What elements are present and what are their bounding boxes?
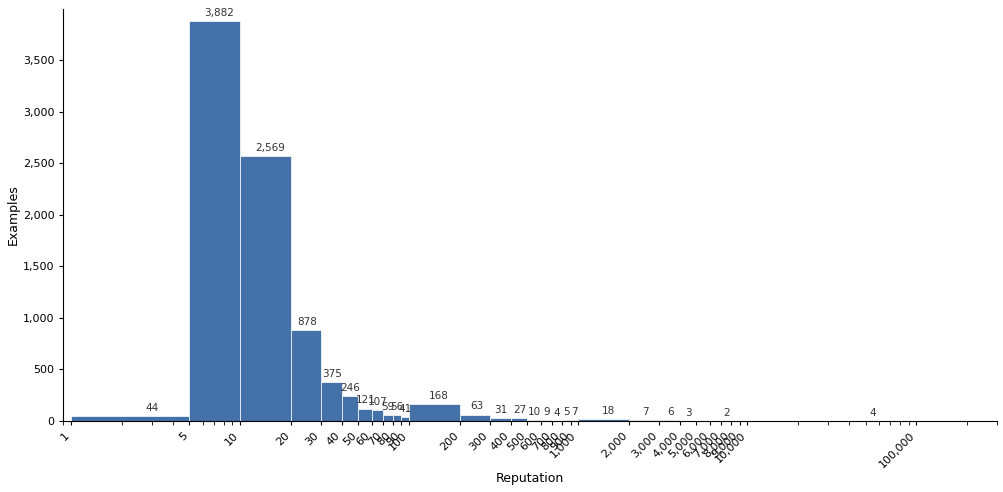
Text: 5: 5 <box>563 407 569 417</box>
Bar <box>541 420 552 421</box>
Bar <box>383 415 392 421</box>
Text: 7: 7 <box>571 407 578 417</box>
Text: 3,882: 3,882 <box>204 8 234 18</box>
Text: 7: 7 <box>642 407 648 417</box>
Text: 63: 63 <box>469 401 482 411</box>
Bar <box>401 417 409 421</box>
Bar <box>240 156 291 421</box>
Text: 18: 18 <box>601 406 614 416</box>
Text: 2: 2 <box>722 408 729 418</box>
Bar <box>658 420 679 421</box>
Bar <box>71 416 190 421</box>
Bar <box>392 415 401 421</box>
Text: 246: 246 <box>340 383 360 393</box>
Text: 27: 27 <box>513 405 526 415</box>
Text: 107: 107 <box>367 397 387 407</box>
Text: 9: 9 <box>543 407 550 417</box>
Text: 41: 41 <box>398 403 411 414</box>
Bar <box>342 396 358 421</box>
Text: 878: 878 <box>297 317 317 327</box>
Y-axis label: Examples: Examples <box>7 184 20 245</box>
Bar <box>371 410 383 421</box>
Text: 3: 3 <box>685 407 691 418</box>
Bar <box>570 420 578 421</box>
Text: 44: 44 <box>145 403 158 413</box>
Bar <box>489 418 511 421</box>
Text: 168: 168 <box>428 391 448 400</box>
Bar <box>578 419 629 421</box>
Bar <box>629 420 658 421</box>
Bar <box>409 403 459 421</box>
Text: 121: 121 <box>355 396 375 405</box>
Bar <box>190 21 240 421</box>
Text: 10: 10 <box>528 407 541 417</box>
Text: 31: 31 <box>494 405 508 415</box>
Bar <box>459 415 489 421</box>
Bar <box>511 418 527 421</box>
Bar <box>291 331 321 421</box>
Bar <box>321 382 342 421</box>
Bar <box>358 408 371 421</box>
Text: 56: 56 <box>390 402 403 412</box>
Text: 2,569: 2,569 <box>255 143 285 153</box>
Text: 6: 6 <box>666 407 673 417</box>
X-axis label: Reputation: Reputation <box>495 472 564 485</box>
Text: 375: 375 <box>322 369 342 379</box>
Bar <box>527 420 541 421</box>
Text: 4: 4 <box>554 407 560 418</box>
Text: 4: 4 <box>869 407 875 418</box>
Text: 59: 59 <box>381 402 394 412</box>
